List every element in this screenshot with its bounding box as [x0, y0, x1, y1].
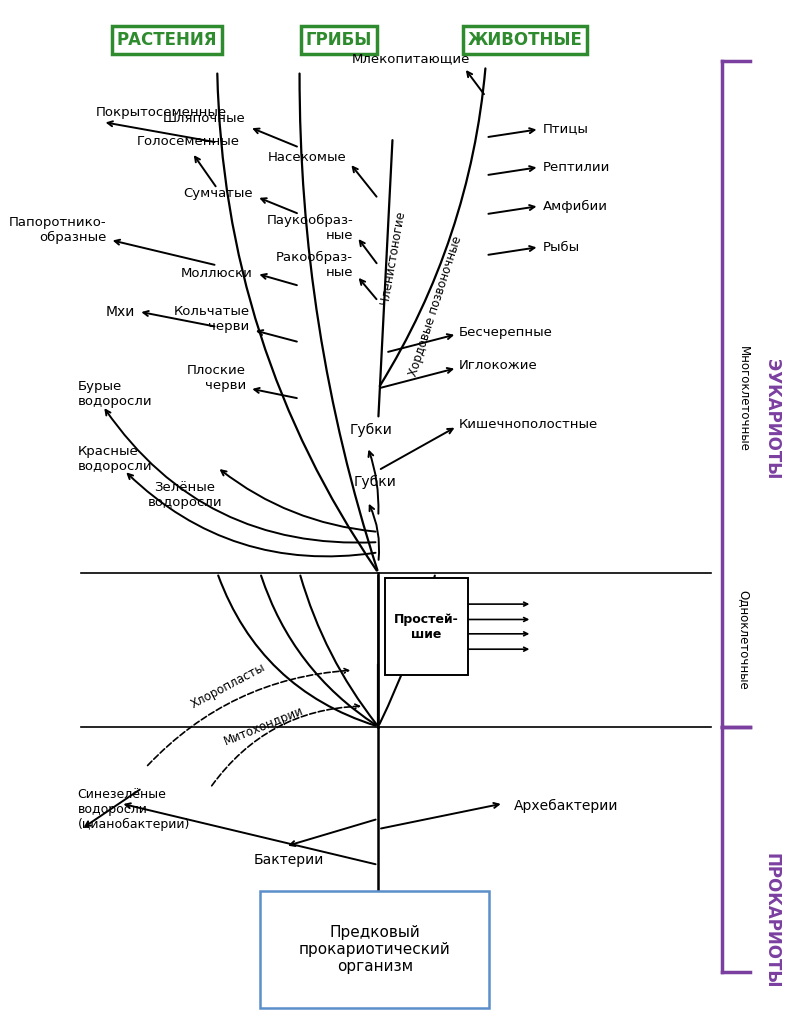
Text: Кольчатые
черви: Кольчатые черви [173, 305, 249, 333]
Text: Ракообраз-
ные: Ракообраз- ные [276, 251, 353, 280]
Text: Покрытосеменные: Покрытосеменные [95, 106, 227, 119]
Text: Рептилии: Рептилии [543, 160, 611, 174]
Text: Голосеменные: Голосеменные [137, 134, 240, 148]
FancyArrowPatch shape [380, 68, 485, 386]
Text: Паукообраз-
ные: Паукообраз- ные [267, 214, 353, 242]
Text: Красные
водоросли: Красные водоросли [78, 445, 152, 473]
Text: Иглокожие: Иглокожие [459, 359, 538, 372]
FancyBboxPatch shape [385, 578, 468, 676]
FancyArrowPatch shape [380, 575, 435, 724]
Text: Амфибии: Амфибии [543, 199, 608, 213]
Text: Мхи: Мхи [106, 305, 135, 318]
Text: Сумчатые: Сумчатые [183, 187, 253, 200]
Text: Зелёные
водоросли: Зелёные водоросли [148, 480, 222, 508]
FancyArrowPatch shape [218, 575, 376, 726]
FancyArrowPatch shape [218, 73, 376, 570]
Text: Многоклеточные: Многоклеточные [737, 346, 750, 451]
Text: Плоские
черви: Плоские черви [187, 365, 246, 393]
Text: Бесчерепные: Бесчерепные [459, 325, 553, 339]
Text: Губки: Губки [349, 422, 392, 437]
FancyBboxPatch shape [260, 890, 489, 1008]
Text: ЖИВОТНЫЕ: ЖИВОТНЫЕ [468, 31, 583, 49]
Text: Простей-
шие: Простей- шие [395, 613, 459, 640]
Text: Шляпочные: Шляпочные [163, 112, 246, 125]
FancyArrowPatch shape [379, 140, 392, 416]
Text: Бактерии: Бактерии [253, 852, 324, 867]
Text: Млекопитающие: Млекопитающие [351, 53, 470, 66]
Text: Насекомые: Насекомые [268, 152, 346, 164]
FancyArrowPatch shape [261, 575, 376, 725]
FancyArrowPatch shape [300, 575, 376, 724]
Text: Кишечнополостные: Кишечнополостные [459, 417, 599, 431]
Text: Хлоропласты: Хлоропласты [188, 660, 268, 711]
Text: Птицы: Птицы [543, 123, 589, 135]
Text: Одноклеточные: Одноклеточные [737, 590, 750, 689]
Text: РАСТЕНИЯ: РАСТЕНИЯ [117, 31, 218, 49]
FancyArrowPatch shape [299, 73, 377, 570]
Text: Губки: Губки [353, 475, 396, 489]
Text: Архебактерии: Архебактерии [515, 799, 619, 813]
Text: ПРОКАРИОТЫ: ПРОКАРИОТЫ [763, 853, 781, 989]
Text: ЭУКАРИОТЫ: ЭУКАРИОТЫ [763, 359, 781, 479]
Text: ГРИБЫ: ГРИБЫ [306, 31, 372, 49]
Text: Предковый
прокариотический
организм: Предковый прокариотический организм [299, 925, 450, 974]
Text: Хордовые позвоночные: Хордовые позвоночные [407, 234, 464, 378]
Text: Бурые
водоросли: Бурые водоросли [78, 379, 152, 408]
Text: Митохондрии: Митохондрии [222, 705, 306, 749]
Text: Папоротнико-
образные: Папоротнико- образные [9, 216, 106, 244]
Text: Членистоногие: Членистоногие [378, 210, 407, 305]
Text: Моллюски: Моллюски [181, 268, 253, 280]
Text: Рыбы: Рыбы [543, 241, 580, 253]
Text: Синезелёные
водоросли
(цианобактерии): Синезелёные водоросли (цианобактерии) [78, 788, 190, 832]
